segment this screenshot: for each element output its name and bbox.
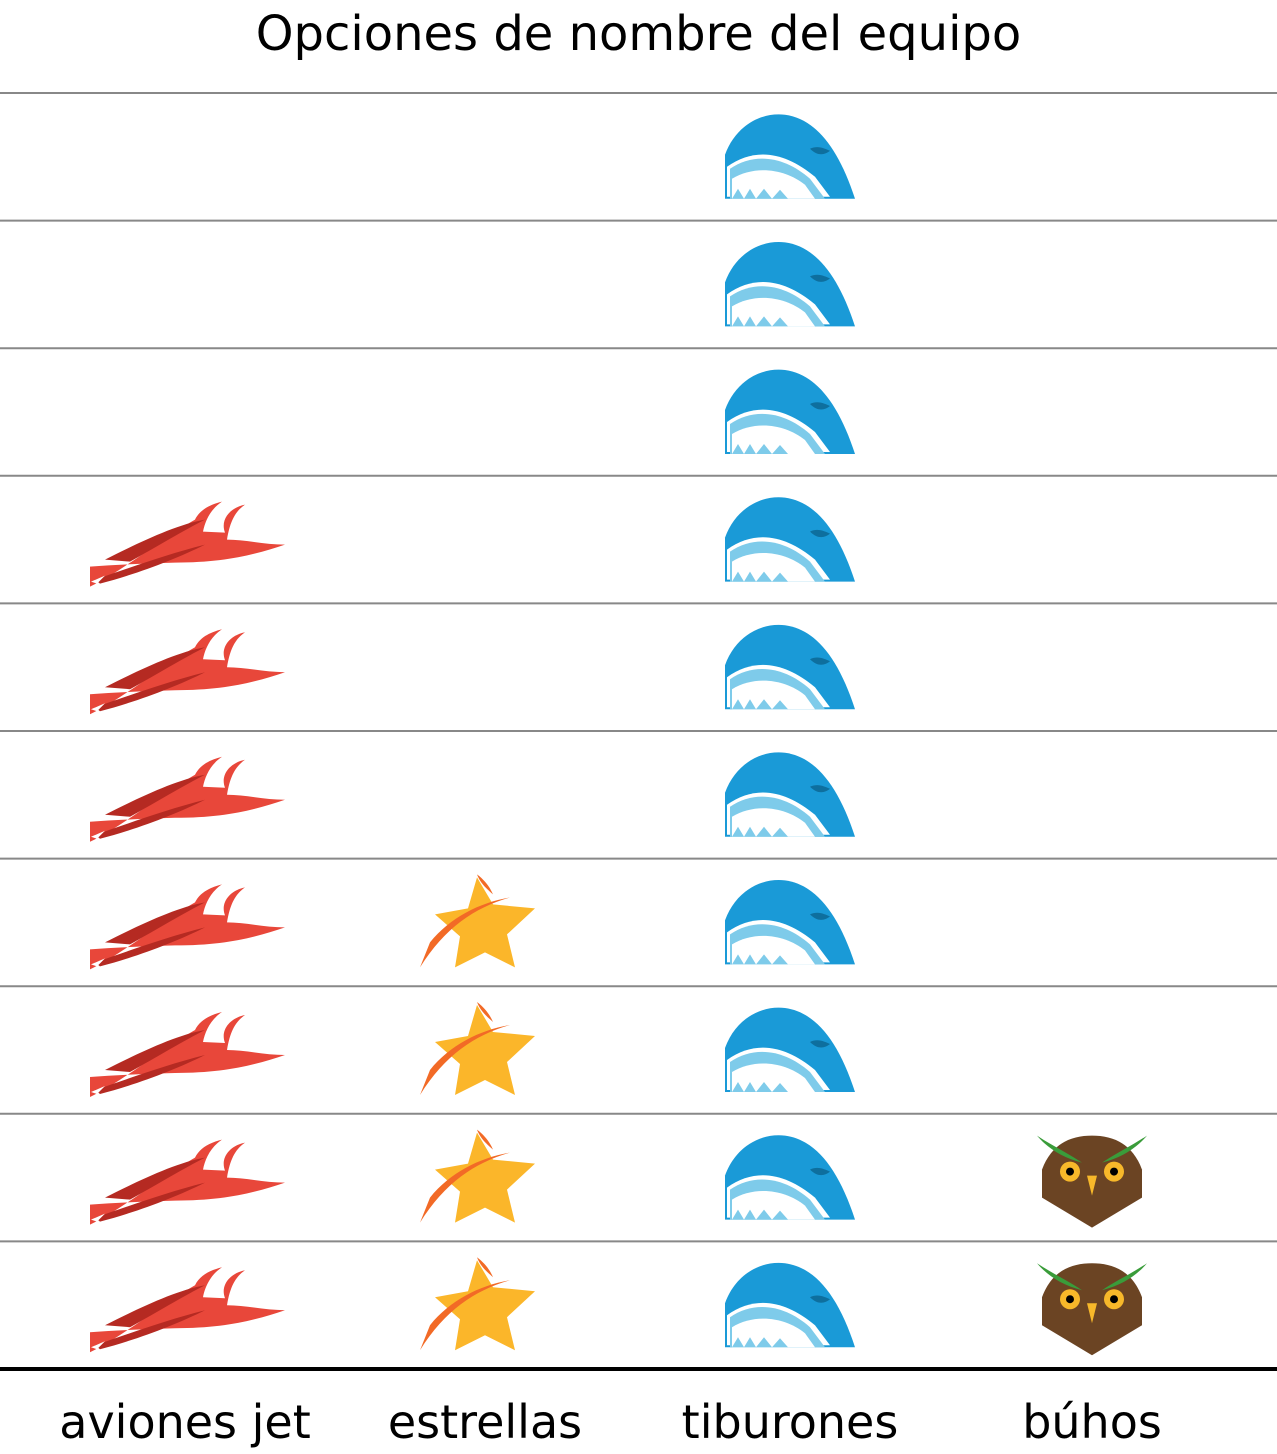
x-tick-label: tiburones <box>681 1395 899 1449</box>
shark-icon <box>725 369 855 454</box>
star-icon <box>420 1002 535 1095</box>
shark-icon <box>725 497 855 582</box>
star-icon <box>420 874 535 968</box>
jet-icon <box>90 1012 285 1097</box>
shark-icon <box>725 1262 855 1348</box>
shark-icon <box>725 114 855 199</box>
shark-icon <box>725 1007 855 1092</box>
jet-icon <box>90 501 285 587</box>
jet-icon <box>90 1267 285 1353</box>
jet-icon <box>90 756 285 842</box>
shark-icon <box>725 1135 855 1220</box>
x-tick-label: aviones jet <box>59 1395 311 1449</box>
shark-icon <box>725 880 855 965</box>
shark-icon <box>725 752 855 837</box>
owl-icon <box>1037 1263 1147 1356</box>
chart-title: Opciones de nombre del equipo <box>255 6 1022 62</box>
star-icon <box>420 1257 535 1351</box>
x-tick-label: estrellas <box>387 1395 583 1449</box>
shark-icon <box>725 624 855 710</box>
jet-icon <box>90 629 285 715</box>
jet-icon <box>90 884 285 970</box>
x-tick-label: búhos <box>1022 1395 1162 1449</box>
owl-icon <box>1037 1135 1147 1228</box>
star-icon <box>420 1129 535 1223</box>
jet-icon <box>90 1139 285 1225</box>
shark-icon <box>725 242 855 327</box>
